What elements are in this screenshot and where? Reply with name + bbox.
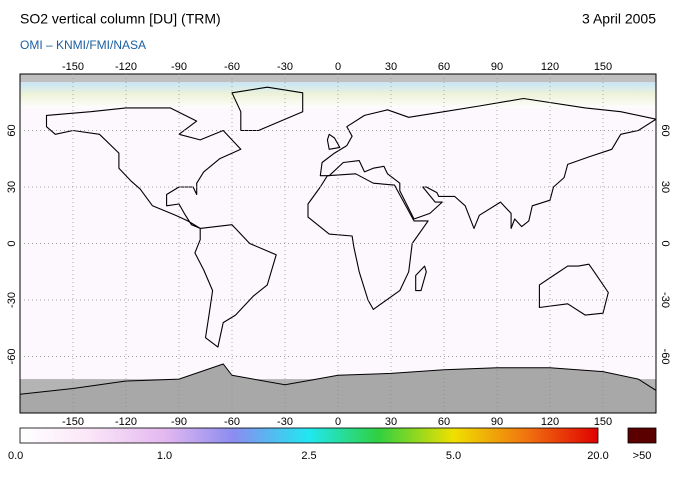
lon-tick-label-top: -60	[224, 61, 240, 73]
lat-tick-label-right: 60	[659, 124, 671, 136]
north-america	[45, 107, 242, 229]
lon-tick-label-bottom: 150	[594, 416, 612, 428]
lon-tick-label-top: -30	[277, 61, 293, 73]
lon-tick-label-top: 60	[438, 61, 450, 73]
date: 3 April 2005	[582, 11, 656, 27]
colorbar-overflow	[627, 427, 657, 444]
lat-tick-label-left: 30	[6, 181, 18, 193]
lon-tick-label-top: 90	[491, 61, 503, 73]
eurasia	[319, 97, 656, 229]
lat-tick-label-left: 60	[6, 124, 18, 136]
great-britain	[326, 133, 341, 150]
lon-tick-label-top: -150	[62, 61, 84, 73]
lon-tick-label-top: 120	[541, 61, 559, 73]
lat-tick-label-right: 30	[659, 181, 671, 193]
colorbar-label: 20.0	[587, 450, 608, 462]
lon-tick-label-bottom: -120	[115, 416, 137, 428]
colorbar	[19, 427, 599, 444]
south-america	[194, 224, 277, 348]
lon-tick-label-bottom: -90	[171, 416, 187, 428]
lat-tick-label-right: -30	[659, 292, 671, 308]
lat-tick-label-left: -60	[6, 349, 18, 365]
subtitle: OMI – KNMI/FMI/NASA	[20, 38, 146, 52]
lon-tick-label-bottom: -60	[224, 416, 240, 428]
antarctica	[20, 363, 656, 413]
lon-tick-label-top: -120	[115, 61, 137, 73]
madagascar	[415, 265, 427, 292]
africa	[307, 173, 429, 310]
lon-tick-label-bottom: -150	[62, 416, 84, 428]
lon-tick-label-top: 30	[385, 61, 397, 73]
colorbar-overflow-label: >50	[633, 450, 652, 462]
title: SO2 vertical column [DU] (TRM)	[20, 11, 221, 27]
lon-tick-label-top: 150	[594, 61, 612, 73]
lat-tick-label-right: -60	[659, 349, 671, 365]
lon-tick-label-bottom: 60	[438, 416, 450, 428]
colorbar-label: 2.5	[301, 450, 316, 462]
lon-tick-label-top: -90	[171, 61, 187, 73]
colorbar-label: 0.0	[8, 450, 23, 462]
lat-tick-label-left: -30	[6, 292, 18, 308]
lon-tick-label-bottom: -30	[277, 416, 293, 428]
colorbar-label: 5.0	[446, 450, 461, 462]
lon-tick-label-bottom: 120	[541, 416, 559, 428]
colorbar-label: 1.0	[157, 450, 172, 462]
lon-tick-label-bottom: 30	[385, 416, 397, 428]
lat-tick-label-left: 0	[6, 240, 18, 246]
lon-tick-label-bottom: 90	[491, 416, 503, 428]
lon-tick-label-top: 0	[335, 61, 341, 73]
australia	[538, 263, 609, 316]
lat-tick-label-right: 0	[659, 240, 671, 246]
lon-tick-label-bottom: 0	[335, 416, 341, 428]
